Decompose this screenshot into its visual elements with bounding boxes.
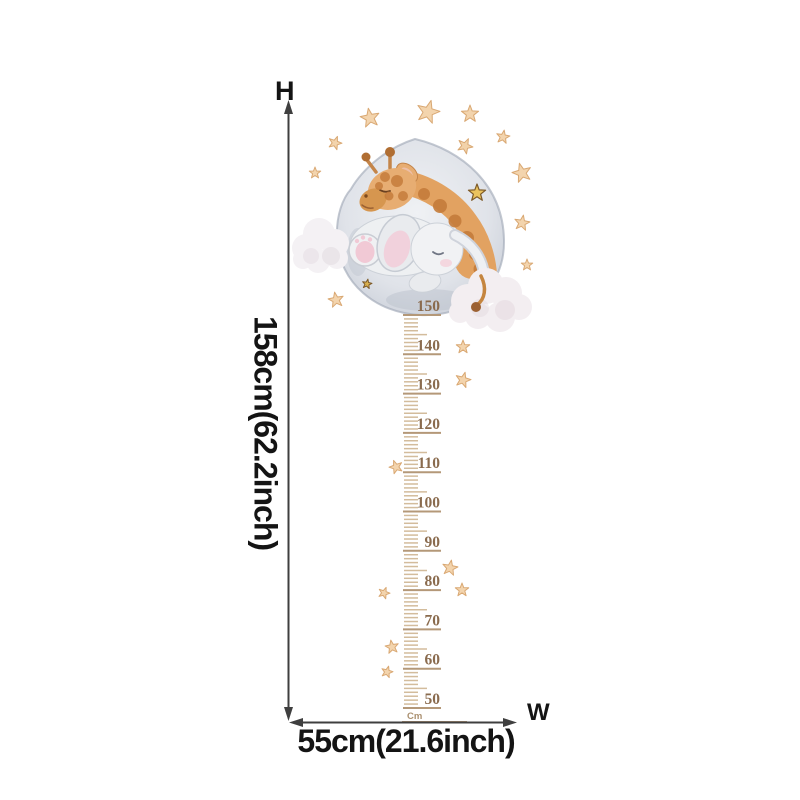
star-icon xyxy=(388,459,403,475)
gold-star-icon xyxy=(362,278,373,289)
elephant-cheek xyxy=(440,259,452,267)
giraffe-closed-eye xyxy=(379,189,391,193)
stars-background xyxy=(308,99,534,679)
cloud-left-icon xyxy=(292,218,349,273)
width-axis-label: W xyxy=(527,699,550,726)
elephant-toe xyxy=(360,235,366,240)
ruler-number: 150 xyxy=(417,298,441,315)
stars-on-moon xyxy=(362,138,487,289)
ruler-number: 90 xyxy=(425,534,441,551)
star-icon xyxy=(457,138,474,155)
star-icon xyxy=(455,339,471,354)
width-measurement-text: 55cm(21.6inch) xyxy=(297,723,515,759)
giraffe-mouth xyxy=(361,204,374,209)
giraffe-muzzle xyxy=(359,188,387,212)
giraffe-head-patches xyxy=(375,172,408,201)
giraffe-ossicone-tip xyxy=(385,147,395,157)
elephant xyxy=(348,213,491,309)
star-icon xyxy=(308,166,322,179)
star-icon xyxy=(496,129,511,144)
elephant-ear-inner xyxy=(383,230,411,268)
ruler-number: 60 xyxy=(425,652,441,669)
star-icon xyxy=(460,104,480,122)
star-icon xyxy=(384,639,399,654)
star-icon xyxy=(520,258,534,271)
elephant-toe xyxy=(367,237,373,242)
arrow-right-icon xyxy=(503,718,517,727)
giraffe-tail-tuft xyxy=(471,302,481,312)
star-icon xyxy=(442,559,459,576)
star-icon xyxy=(327,291,344,308)
ruler-number: 100 xyxy=(417,495,441,512)
moon-shading xyxy=(386,289,470,311)
star-icon xyxy=(455,371,472,388)
star-icon xyxy=(454,582,470,597)
ruler-number: 130 xyxy=(417,377,441,394)
star-icon xyxy=(514,214,531,231)
height-measurement-text: 158cm(62.2inch) xyxy=(247,315,284,550)
star-icon xyxy=(381,665,394,679)
star-icon xyxy=(511,162,531,183)
giraffe-nostril xyxy=(364,194,368,198)
height-axis-label: H xyxy=(275,76,295,106)
elephant-leg xyxy=(408,271,442,293)
elephant-toe xyxy=(354,238,360,244)
ruler-number: 50 xyxy=(425,691,441,708)
ruler-number: 140 xyxy=(417,337,441,354)
ruler-unit-label: Cm xyxy=(407,711,422,722)
ruler-number: 80 xyxy=(425,573,441,590)
dimension-arrows xyxy=(284,100,517,727)
arrow-down-icon xyxy=(284,707,293,721)
arrow-up-icon xyxy=(284,100,293,114)
elephant-foot-pad xyxy=(355,241,375,263)
giraffe-ossicone-tip xyxy=(361,152,371,162)
ruler-number: 120 xyxy=(417,416,441,433)
star-icon xyxy=(359,107,380,128)
ruler-number: 110 xyxy=(418,455,441,472)
arrow-left-icon xyxy=(289,718,303,727)
star-icon xyxy=(378,586,391,600)
star-icon xyxy=(328,135,343,151)
star-icon xyxy=(417,99,441,124)
elephant-closed-eye xyxy=(432,251,444,256)
ruler-number: 70 xyxy=(425,612,441,629)
gold-star-icon xyxy=(467,183,487,201)
giraffe-tail xyxy=(471,274,487,312)
giraffe-ossicone xyxy=(365,158,378,174)
